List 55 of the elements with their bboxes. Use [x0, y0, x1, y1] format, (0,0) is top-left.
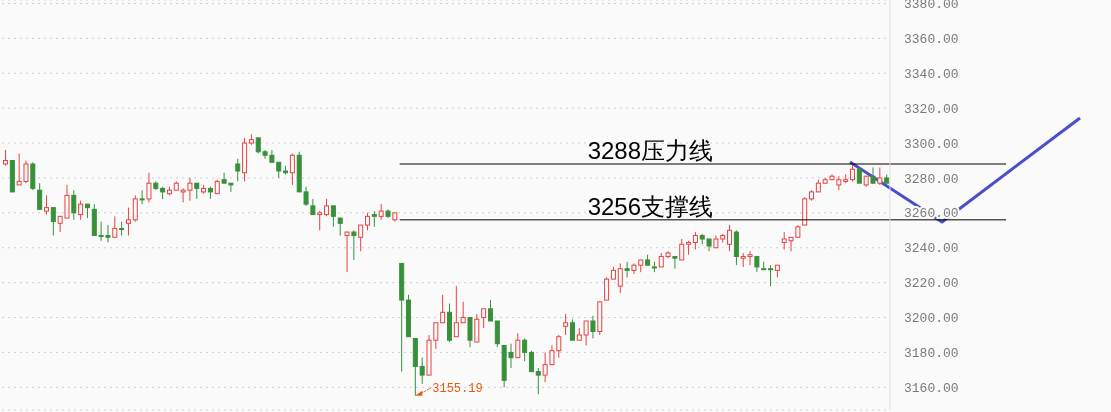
y-tick-label: 3300.00 [904, 136, 959, 152]
y-tick-label: 3380.00 [904, 0, 959, 13]
candlestick [515, 332, 521, 359]
candlestick [672, 255, 678, 270]
y-tick-label: 3220.00 [904, 276, 959, 292]
candlestick [78, 200, 84, 221]
candlestick [535, 367, 541, 395]
candlestick [419, 357, 425, 385]
y-tick-label: 3340.00 [904, 66, 959, 82]
candlestick [317, 210, 323, 231]
candlestick [235, 158, 241, 182]
candlestick [125, 207, 131, 237]
candlestick [37, 182, 43, 210]
y-tick-label: 3320.00 [904, 101, 959, 117]
candlestick [563, 313, 569, 336]
candlestick [112, 215, 118, 238]
candlestick [146, 172, 152, 203]
candlestick [50, 207, 56, 237]
candlestick [870, 166, 876, 184]
candlestick [624, 261, 630, 278]
candlestick [467, 317, 473, 348]
ref-line-label: 3288压力线 [587, 137, 714, 164]
candlestick [460, 301, 466, 324]
candlestick [604, 276, 610, 301]
y-tick-label: 3360.00 [904, 32, 959, 47]
candlestick [71, 189, 77, 221]
candlestick [43, 194, 49, 216]
candlestick [768, 264, 774, 287]
candlestick [727, 224, 733, 252]
candlestick [679, 238, 685, 261]
candlestick [528, 350, 534, 373]
candlestick [569, 318, 575, 341]
candlestick [487, 299, 493, 322]
candlestick [481, 308, 487, 329]
ref-line-label: 3256支撑线 [587, 192, 714, 220]
candlestick [351, 229, 357, 261]
y-tick-label: 3160.00 [904, 380, 959, 396]
candlestick [344, 231, 350, 273]
candlestick [289, 153, 295, 186]
y-tick-label: 3240.00 [904, 241, 959, 257]
candlestick [617, 262, 623, 294]
annotation: 3155.19 [432, 381, 483, 396]
candlestick [590, 315, 596, 339]
y-tick-label: 3200.00 [904, 311, 959, 327]
candlestick [453, 285, 459, 338]
candlestick [474, 313, 480, 343]
candlestick [440, 294, 446, 324]
candlestick [139, 189, 145, 205]
y-tick-label: 3280.00 [904, 171, 959, 187]
y-tick-label: 3180.00 [904, 346, 959, 362]
candlestick [522, 337, 528, 362]
candlestick [358, 224, 364, 252]
candlestick [494, 320, 500, 348]
candlestick [330, 205, 336, 228]
candlestick [132, 194, 138, 223]
